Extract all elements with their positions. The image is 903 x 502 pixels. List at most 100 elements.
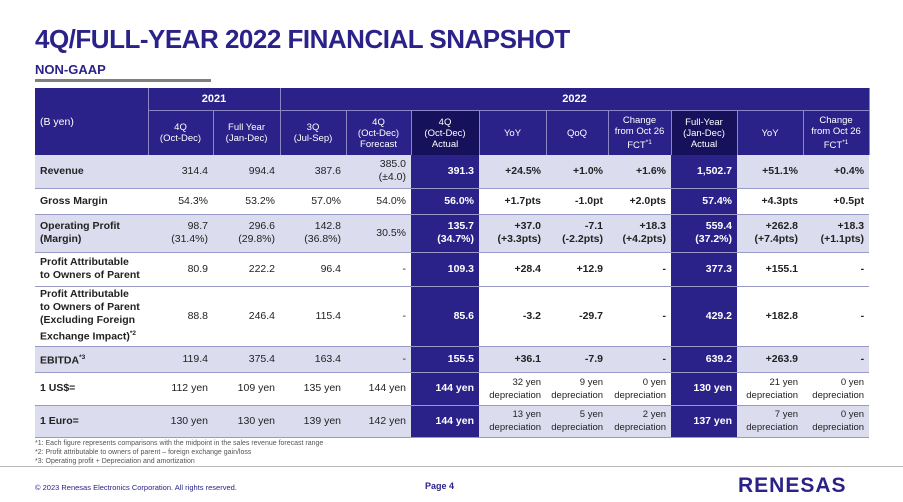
col-header-qoq: QoQ xyxy=(546,110,609,155)
table-cell: 222.2 xyxy=(213,252,281,287)
col-header-4q-forecast: 4Q (Oct-Dec) Forecast xyxy=(346,110,412,155)
table-cell: 142 yen xyxy=(346,405,412,438)
col-header-2022-3q: 3Q (Jul-Sep) xyxy=(280,110,347,155)
footnotes: *1: Each figure represents comparisons w… xyxy=(35,439,323,466)
table-cell: +1.0% xyxy=(546,155,609,189)
table-cell: -1.0pt xyxy=(546,188,609,215)
table-cell: +2.0pts xyxy=(608,188,672,215)
col-header-4q-actual: 4Q (Oct-Dec) Actual xyxy=(411,110,480,155)
table-cell: 139 yen xyxy=(280,405,347,438)
page-subtitle: NON-GAAP xyxy=(35,62,106,77)
table-cell: +4.3pts xyxy=(737,188,804,215)
title-underline xyxy=(35,79,211,82)
row-label: Operating Profit (Margin) xyxy=(35,214,148,253)
table-cell: - xyxy=(346,286,412,347)
table-cell: 0 yen depreciation xyxy=(803,405,870,438)
table-cell: 142.8 (36.8%) xyxy=(280,214,347,253)
col-header-2021-fy: Full Year (Jan-Dec) xyxy=(213,110,281,155)
renesas-logo: RENESAS xyxy=(738,474,847,496)
table-cell: - xyxy=(608,286,672,347)
table-cell: -7.9 xyxy=(546,346,609,373)
table-cell: 7 yen depreciation xyxy=(737,405,804,438)
table-cell: 135 yen xyxy=(280,372,347,406)
table-cell: 57.4% xyxy=(671,188,738,215)
table-cell: 385.0 (±4.0) xyxy=(346,155,412,189)
table-cell: +51.1% xyxy=(737,155,804,189)
col-header-4q-yoy: YoY xyxy=(479,110,547,155)
table-cell: 155.5 xyxy=(411,346,480,373)
table-cell: 30.5% xyxy=(346,214,412,253)
footnote: *1: Each figure represents comparisons w… xyxy=(35,440,324,447)
table-row-euro: 1 Euro= 130 yen 130 yen 139 yen 142 yen … xyxy=(35,405,870,438)
table-cell: 1,502.7 xyxy=(671,155,738,189)
table-cell: -7.1 (-2.2pts) xyxy=(546,214,609,253)
table-cell: +24.5% xyxy=(479,155,547,189)
table-cell: 109.3 xyxy=(411,252,480,287)
page-number: Page 4 xyxy=(425,481,455,491)
table-cell: 137 yen xyxy=(671,405,738,438)
table-cell: 639.2 xyxy=(671,346,738,373)
table-cell: +1.6% xyxy=(608,155,672,189)
year-2021-header: 2021 xyxy=(148,88,281,111)
table-cell: 53.2% xyxy=(213,188,281,215)
table-row-profit-owners-ex-fx: Profit Attributable to Owners of Parent (E… xyxy=(35,286,870,347)
table-cell: - xyxy=(346,346,412,373)
unit-label: (B yen) xyxy=(35,88,149,155)
table-cell: +37.0 (+3.3pts) xyxy=(479,214,547,253)
table-cell: 112 yen xyxy=(148,372,213,406)
table-cell: 109 yen xyxy=(213,372,281,406)
table-row-usd: 1 US$= 112 yen 109 yen 135 yen 144 yen 1… xyxy=(35,372,870,406)
table-cell: 144 yen xyxy=(411,372,480,406)
renesas-logo-text: RENESAS xyxy=(738,474,847,496)
row-label: Profit Attributable to Owners of Parent xyxy=(35,252,148,287)
footnote: *3: Operating profit + Depreciation and … xyxy=(35,458,195,465)
table-cell: 2 yen depreciation xyxy=(608,405,672,438)
table-cell: 96.4 xyxy=(280,252,347,287)
table-row-gross-margin: Gross Margin 54.3% 53.2% 57.0% 54.0% 56.… xyxy=(35,188,870,215)
table-cell: +182.8 xyxy=(737,286,804,347)
table-cell: +36.1 xyxy=(479,346,547,373)
table-cell: - xyxy=(608,346,672,373)
table-cell: +18.3 (+1.1pts) xyxy=(803,214,870,253)
table-cell: - xyxy=(346,252,412,287)
col-header-2021-4q: 4Q (Oct-Dec) xyxy=(148,110,214,155)
table-cell: 296.6 (29.8%) xyxy=(213,214,281,253)
table-cell: 144 yen xyxy=(346,372,412,406)
footnote: *2: Profit attributable to owners of par… xyxy=(35,449,252,456)
row-label: Profit Attributable to Owners of Parent (E… xyxy=(35,286,148,347)
row-label: Revenue xyxy=(35,155,148,189)
table-cell: +0.4% xyxy=(803,155,870,189)
table-cell: -29.7 xyxy=(546,286,609,347)
table-cell: 54.0% xyxy=(346,188,412,215)
row-label: Gross Margin xyxy=(35,188,148,215)
table-cell: +28.4 xyxy=(479,252,547,287)
col-header-4q-change-fct: Change from Oct 26 FCT*1 xyxy=(608,110,672,155)
col-header-fy-actual: Full-Year (Jan-Dec) Actual xyxy=(671,110,738,155)
table-cell: 130 yen xyxy=(671,372,738,406)
table-cell: 314.4 xyxy=(148,155,213,189)
table-cell: 377.3 xyxy=(671,252,738,287)
table-cell: 115.4 xyxy=(280,286,347,347)
table-cell: 80.9 xyxy=(148,252,213,287)
table-cell: 57.0% xyxy=(280,188,347,215)
table-cell: 88.8 xyxy=(148,286,213,347)
table-cell: 391.3 xyxy=(411,155,480,189)
table-cell: 135.7 (34.7%) xyxy=(411,214,480,253)
table-row-ebitda: EBITDA*3 119.4 375.4 163.4 - 155.5 +36.1… xyxy=(35,346,870,373)
table-cell: 130 yen xyxy=(213,405,281,438)
table-cell: +263.9 xyxy=(737,346,804,373)
table-cell: 246.4 xyxy=(213,286,281,347)
table-cell: +155.1 xyxy=(737,252,804,287)
table-cell: - xyxy=(803,346,870,373)
table-cell: 21 yen depreciation xyxy=(737,372,804,406)
table-cell: 54.3% xyxy=(148,188,213,215)
table-cell: - xyxy=(608,252,672,287)
table-cell: +0.5pt xyxy=(803,188,870,215)
table-cell: 13 yen depreciation xyxy=(479,405,547,438)
table-cell: 144 yen xyxy=(411,405,480,438)
table-cell: +1.7pts xyxy=(479,188,547,215)
table-cell: 387.6 xyxy=(280,155,347,189)
footer-divider xyxy=(0,466,903,467)
table-cell: 429.2 xyxy=(671,286,738,347)
table-cell: - xyxy=(803,286,870,347)
